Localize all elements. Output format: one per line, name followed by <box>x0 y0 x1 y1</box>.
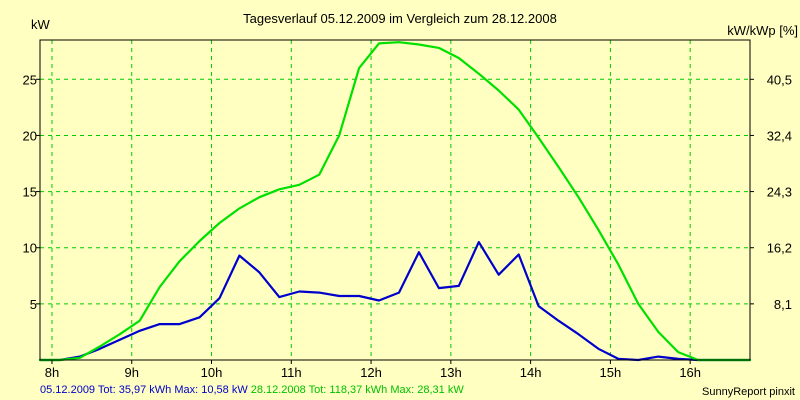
data-point <box>139 320 141 322</box>
data-point <box>159 323 161 325</box>
y-tick-label-left: 20 <box>23 128 37 143</box>
data-point <box>537 305 540 307</box>
data-point <box>597 229 600 231</box>
plot-frame <box>39 39 751 361</box>
data-point <box>358 295 360 297</box>
data-point <box>518 109 520 111</box>
data-point <box>438 287 440 289</box>
credit-text: SunnyReport pinxit <box>702 386 795 398</box>
legend-green: 28.12.2008 Tot: 118,37 kWh Max: 28,31 kW <box>251 384 465 396</box>
y-tick-label-right: 24,3 <box>767 185 792 200</box>
data-point <box>378 42 380 44</box>
data-point <box>99 345 101 348</box>
data-point <box>198 316 201 318</box>
data-point <box>677 351 679 353</box>
x-tick-label: 11h <box>281 365 302 380</box>
data-point <box>218 222 221 224</box>
data-point <box>418 43 420 46</box>
plot-area-background <box>39 39 751 361</box>
data-point <box>298 290 300 293</box>
data-point <box>119 339 121 341</box>
data-point <box>458 285 460 287</box>
y-tick-label-right: 8,1 <box>774 297 792 312</box>
data-point <box>278 188 280 190</box>
grid <box>40 40 750 360</box>
data-point <box>258 196 260 198</box>
x-tick-label: 13h <box>440 365 462 380</box>
x-tick-label: 14h <box>520 365 542 380</box>
data-point <box>318 174 320 176</box>
x-tick-label: 8h <box>45 365 59 380</box>
chart-title: Tagesverlauf 05.12.2009 im Vergleich zum… <box>243 11 557 26</box>
data-point <box>597 348 600 350</box>
data-point <box>159 286 161 288</box>
data-point <box>657 331 659 333</box>
data-point <box>398 292 400 294</box>
y-tick-label-left: 25 <box>23 72 37 87</box>
data-point <box>498 274 500 276</box>
data-point <box>179 323 181 325</box>
y-tick-label-right: 16,2 <box>767 241 792 256</box>
data-point <box>498 89 500 92</box>
data-point <box>99 348 101 350</box>
y-tick-label-left: 15 <box>23 185 37 200</box>
data-point <box>677 358 679 360</box>
data-point <box>119 333 121 335</box>
data-point <box>458 57 460 59</box>
y-tick-label-left: 5 <box>30 297 37 312</box>
y-tick-label-right: 32,4 <box>767 128 792 143</box>
y-tick-label-left: 10 <box>23 241 37 256</box>
data-point <box>79 357 81 359</box>
data-point <box>358 67 360 69</box>
data-point <box>139 330 141 332</box>
data-point <box>258 271 260 274</box>
data-point <box>218 297 221 299</box>
data-point <box>577 196 580 198</box>
data-point <box>557 320 560 322</box>
data-point <box>338 295 340 297</box>
series-line-28.12.2008 <box>38 41 752 362</box>
data-point <box>438 47 440 49</box>
x-tick-label: 12h <box>360 365 382 380</box>
y-axis-unit-right: kW/kWp [%] <box>727 23 798 38</box>
data-point <box>557 166 560 168</box>
data-point <box>398 41 400 43</box>
legend-blue: 05.12.2009 Tot: 35,97 kWh Max: 10,58 kW <box>40 384 248 396</box>
tick-labels: 8h 9h 10h 11h 12h 13h 14h 15h 16h 5 8,1 10 16,2 15 24,… <box>23 72 792 380</box>
data-point <box>179 260 181 262</box>
x-tick-label: 9h <box>125 365 139 380</box>
x-tick-label: 15h <box>600 365 622 380</box>
y-tick-label-right: 40,5 <box>767 72 792 87</box>
data-point <box>378 299 380 302</box>
x-tick-label: 10h <box>201 365 223 380</box>
x-tick-label: 16h <box>679 365 701 380</box>
data-point <box>238 207 241 210</box>
data-point <box>298 184 300 186</box>
y-axis-unit-left: kW <box>31 17 51 32</box>
data-point <box>518 253 520 256</box>
data-point <box>238 254 241 257</box>
data-point <box>278 296 280 298</box>
data-point <box>537 137 540 139</box>
data-point <box>637 303 639 305</box>
data-point <box>318 292 320 294</box>
data-point <box>657 356 659 358</box>
data-point <box>478 73 480 75</box>
data-point <box>478 241 480 243</box>
data-point <box>577 333 580 335</box>
data-point <box>198 240 201 242</box>
data-point <box>617 263 619 266</box>
data-point <box>418 251 420 253</box>
data-point <box>338 134 340 137</box>
series-lines <box>38 41 752 362</box>
data-point <box>617 358 619 360</box>
